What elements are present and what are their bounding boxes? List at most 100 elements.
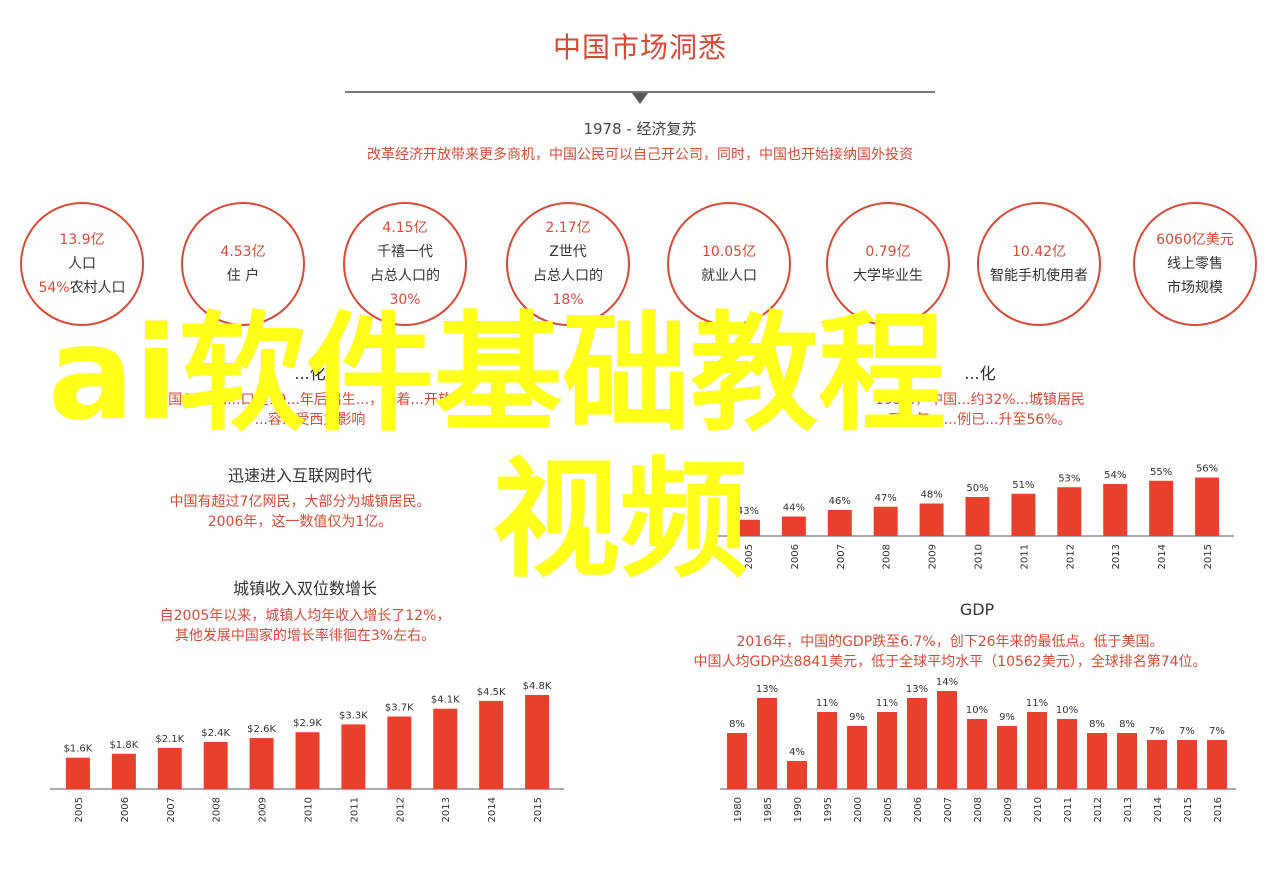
tick-label: 2011	[349, 797, 360, 822]
gdp-bar-chart: 8% 1980 13% 1985 4% 1990 11% 1995 9% 2000 11% 2005 1…	[720, 677, 1236, 822]
data-label: 11%	[1026, 698, 1048, 709]
stat-label: 人口	[68, 256, 96, 272]
timeline-marker-icon	[632, 93, 648, 104]
stat-value: 2.17亿	[545, 220, 591, 236]
bar	[965, 497, 990, 536]
bar	[295, 732, 320, 789]
stat-label: 大学毕业生	[853, 268, 923, 284]
overlay-subtitle: 视频	[492, 446, 749, 595]
bar	[479, 700, 504, 789]
bar	[1207, 740, 1227, 789]
bar	[387, 716, 412, 789]
section-text: 其他发展中国家的增长率徘徊在3%左右。	[174, 628, 436, 644]
section-text: 2016年，中国的GDP跌至6.7%，创下26年来的最低点。低于美国。	[736, 634, 1164, 650]
tick-label: 2010	[304, 797, 315, 822]
section-text: ...容...受西方影响	[254, 412, 366, 428]
divider	[345, 91, 935, 93]
data-label: 13%	[906, 684, 928, 695]
data-label: $2.1K	[155, 734, 184, 745]
stat-value: 10.42亿	[1011, 244, 1067, 260]
data-label: 14%	[936, 677, 958, 688]
data-label: 9%	[849, 712, 865, 723]
section-text: 到...年，...例已...升至56%。	[888, 412, 1072, 428]
bar	[203, 742, 228, 789]
stat-percent: 18%	[552, 292, 584, 308]
tick-label: 2011	[1019, 544, 1030, 569]
bar	[877, 712, 897, 789]
tick-label: 2013	[1111, 544, 1122, 569]
tick-label: 2005	[74, 797, 85, 822]
bar	[997, 726, 1017, 789]
tick-label: 1990	[793, 797, 804, 822]
bar	[1117, 733, 1137, 789]
stat-circle-online-retail: 6060亿美元 线上零售 市场规模	[1133, 202, 1257, 326]
data-label: 7%	[1179, 726, 1195, 737]
stat-label: 占总人口的	[533, 268, 603, 284]
data-label: $3.7K	[385, 703, 414, 714]
bar	[781, 516, 806, 536]
bar	[1177, 740, 1197, 789]
income-bar-chart: $1.6K 2005 $1.8K 2006 $2.1K 2007 $2.4K 2008 $2.6…	[50, 681, 564, 822]
bar	[1027, 712, 1047, 789]
tick-label: 2010	[974, 544, 985, 569]
page-title: 中国市场洞悉	[552, 31, 727, 64]
tick-label: 2008	[212, 797, 223, 822]
bar	[65, 757, 90, 789]
data-label: 8%	[729, 719, 745, 730]
tick-label: 2006	[120, 797, 131, 822]
data-label: 13%	[756, 684, 778, 695]
bar	[249, 738, 274, 789]
data-label: 8%	[1089, 719, 1105, 730]
tick-label: 2011	[1063, 797, 1074, 822]
tick-label: 2013	[1123, 797, 1134, 822]
tick-label: 1985	[763, 797, 774, 822]
stat-label: 千禧一代	[377, 244, 433, 260]
stat-percent: 30%	[389, 292, 421, 308]
bar	[341, 724, 366, 789]
data-label: $4.5K	[477, 687, 506, 698]
data-label: $3.3K	[339, 710, 368, 721]
data-label: $2.9K	[293, 718, 322, 729]
section-title-gdp: GDP	[959, 600, 995, 619]
tick-label: 2015	[1203, 544, 1214, 569]
tick-label: 2012	[395, 797, 406, 822]
section-text: 中国有超过7亿网民，大部分为城镇居民。	[169, 494, 431, 510]
section-text: 中国人均GDP达8841美元，低于全球平均水平（10562美元），全球排名第74…	[693, 654, 1207, 670]
bar	[735, 519, 760, 536]
data-label: $4.8K	[523, 681, 552, 692]
bar	[787, 761, 807, 789]
data-label: 10%	[1056, 705, 1078, 716]
section-text: 中国60%的...口是19...年后出生...，...着...开放，	[154, 392, 466, 408]
data-label: 7%	[1209, 726, 1225, 737]
stat-circle-graduates: 0.79亿 大学毕业生	[826, 202, 950, 326]
tick-label: 1980	[733, 797, 744, 822]
stat-label: 线上零售	[1167, 256, 1223, 272]
data-label: 48%	[920, 490, 942, 501]
bar	[967, 719, 987, 789]
stat-circle-gen-z: 2.17亿 Z世代 占总人口的 18%	[506, 202, 630, 326]
tick-label: 2014	[1157, 544, 1168, 569]
bar	[1195, 477, 1220, 536]
bar	[757, 698, 777, 789]
data-label: 47%	[875, 493, 897, 504]
tick-label: 2000	[853, 797, 864, 822]
stat-circle-millennials: 4.15亿 千禧一代 占总人口的 30%	[343, 202, 467, 326]
stat-circle-households: 4.53亿 住 户	[181, 202, 305, 326]
data-label: 43%	[737, 506, 759, 517]
tick-label: 2014	[1153, 797, 1164, 822]
tick-label: 2008	[882, 544, 893, 569]
section-text: 199...，中国...约32%...城镇居民	[875, 392, 1085, 408]
stat-circle-smartphone: 10.42亿 智能手机使用者	[977, 202, 1101, 326]
bar	[1011, 493, 1036, 536]
stat-label: Z世代	[549, 244, 587, 260]
stat-value: 10.05亿	[701, 244, 757, 260]
stat-label: 就业人口	[701, 268, 757, 284]
data-label: 54%	[1104, 470, 1126, 481]
bar	[433, 708, 458, 789]
tick-label: 2012	[1093, 797, 1104, 822]
stat-value: 6060亿美元	[1156, 232, 1234, 248]
data-label: $1.8K	[109, 740, 138, 751]
tick-label: 2014	[487, 797, 498, 822]
stat-value: 0.79亿	[865, 244, 911, 260]
tick-label: 2012	[1065, 544, 1076, 569]
